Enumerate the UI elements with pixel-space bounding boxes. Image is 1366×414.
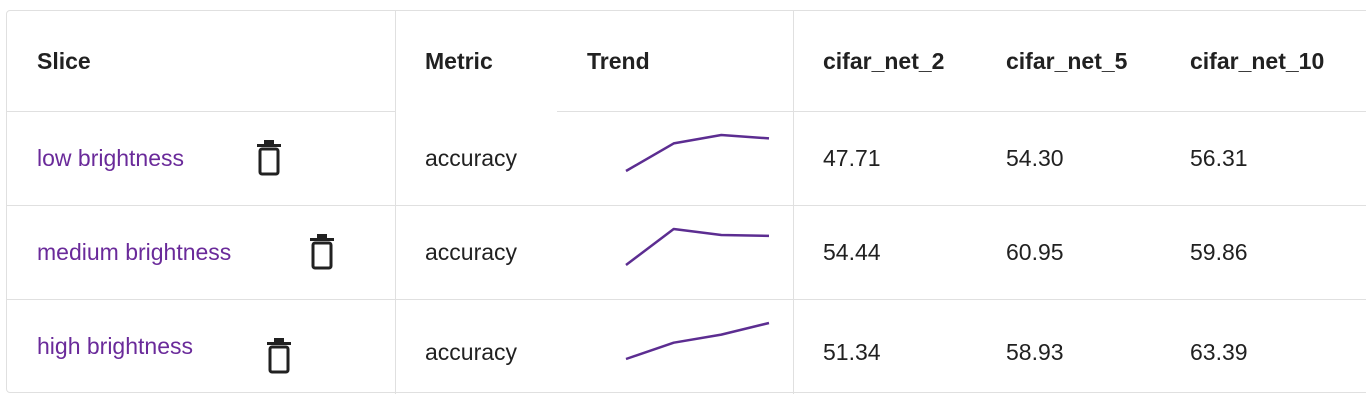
value-cell-cifar-net-2: 51.34 <box>823 338 881 365</box>
slice-metrics-table: Slice Metric Trend cifar_net_2 cifar_net… <box>6 10 1366 394</box>
trend-line <box>625 321 770 361</box>
header-model-cifar-net-10: cifar_net_10 <box>1190 47 1325 74</box>
column-divider <box>793 11 794 394</box>
trend-sparkline <box>625 321 770 361</box>
value-cell-cifar-net-2: 47.71 <box>823 144 881 171</box>
value-cell-cifar-net-5: 54.30 <box>1006 144 1064 171</box>
value-cell-cifar-net-10: 63.39 <box>1190 338 1248 365</box>
trash-icon[interactable] <box>308 234 336 270</box>
value-cell-cifar-net-10: 59.86 <box>1190 238 1248 265</box>
row-divider <box>7 111 395 112</box>
row-divider <box>557 111 1366 112</box>
value-cell-cifar-net-2: 54.44 <box>823 238 881 265</box>
header-slice: Slice <box>37 47 91 74</box>
trash-icon[interactable] <box>255 140 283 176</box>
metric-cell: accuracy <box>425 338 518 365</box>
slice-link-high-brightness[interactable]: high brightness <box>37 332 193 359</box>
table-row: medium brightness accuracy 54.44 60.95 5… <box>7 205 1366 299</box>
column-divider <box>395 11 396 394</box>
table-header-row: Slice Metric Trend cifar_net_2 cifar_net… <box>7 11 1366 111</box>
header-model-cifar-net-2: cifar_net_2 <box>823 47 945 74</box>
row-divider <box>7 299 1366 300</box>
header-model-cifar-net-5: cifar_net_5 <box>1006 47 1128 74</box>
value-cell-cifar-net-5: 58.93 <box>1006 338 1064 365</box>
value-cell-cifar-net-10: 56.31 <box>1190 144 1248 171</box>
slice-link-low-brightness[interactable]: low brightness <box>37 144 185 171</box>
header-metric: Metric <box>425 47 493 74</box>
trash-icon[interactable] <box>265 338 293 374</box>
row-divider <box>7 205 1366 206</box>
table-row: low brightness accuracy 47.71 54.30 56.3… <box>7 111 1366 205</box>
table-row: high brightness accuracy 51.34 58.93 63.… <box>7 299 1366 393</box>
trend-line <box>625 133 770 173</box>
trend-sparkline <box>625 227 770 266</box>
metric-cell: accuracy <box>425 144 518 171</box>
trend-line <box>625 227 770 266</box>
trend-sparkline <box>625 133 770 173</box>
header-trend: Trend <box>587 47 650 74</box>
metric-cell: accuracy <box>425 238 518 265</box>
value-cell-cifar-net-5: 60.95 <box>1006 238 1064 265</box>
slice-link-medium-brightness[interactable]: medium brightness <box>37 238 232 265</box>
